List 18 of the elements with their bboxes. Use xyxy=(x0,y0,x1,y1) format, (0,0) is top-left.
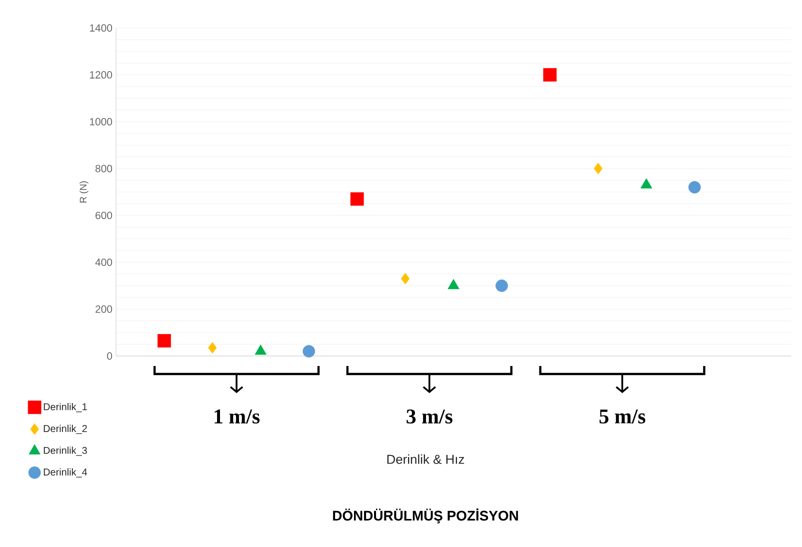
legend-label: Derinlik_1 xyxy=(44,402,87,412)
y-tick-label: 800 xyxy=(95,164,112,172)
y-tick-label: 400 xyxy=(95,258,112,266)
y-tick-label: 200 xyxy=(96,305,112,313)
y-tick-label: 0 xyxy=(107,352,112,360)
x-tick-label: 3 m/s xyxy=(406,410,452,424)
text: DÖNDÜRÜLMÜŞ POZİSYON xyxy=(333,508,518,524)
y-tick-label: 1200 xyxy=(90,71,112,79)
y-tick-label: 1000 xyxy=(90,118,112,126)
x-tick-label: 1 m/s xyxy=(214,410,260,424)
legend-label: Derinlik_4 xyxy=(44,468,88,478)
y-tick-label: 600 xyxy=(96,212,112,220)
legend-label: Derinlik_3 xyxy=(44,446,87,456)
legend-label: Derinlik_2 xyxy=(44,424,87,434)
y-tick-label: 1400 xyxy=(90,24,112,32)
x-axis-title: Derinlik & Hız xyxy=(387,454,464,464)
x-tick-label: 5 m/s xyxy=(600,410,646,424)
y-axis-title: R (N) xyxy=(80,181,88,203)
